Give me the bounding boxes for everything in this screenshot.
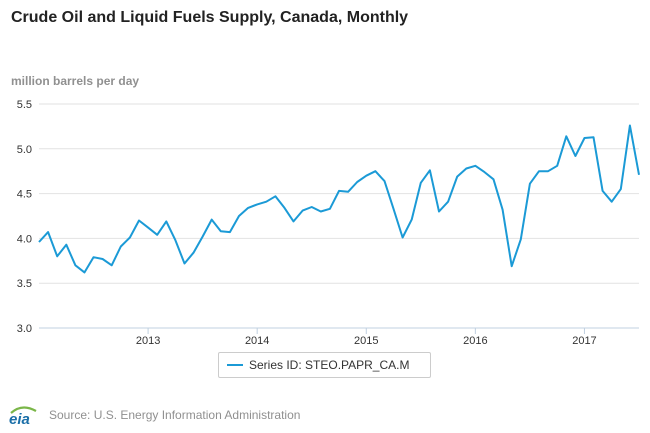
y-tick-label: 4.5 xyxy=(17,189,32,201)
y-tick-label: 5.5 xyxy=(17,99,32,111)
x-tick-labels: 2013 2014 2015 2016 2017 xyxy=(136,328,597,347)
y-tick-label: 3.0 xyxy=(17,323,32,335)
x-tick-label: 2017 xyxy=(572,335,596,347)
series-line[interactable] xyxy=(38,124,640,274)
source-text: Source: U.S. Energy Information Administ… xyxy=(49,408,301,422)
legend[interactable]: Series ID: STEO.PAPR_CA.M xyxy=(218,352,431,378)
y-tick-labels: 3.0 3.5 4.0 4.5 5.0 5.5 xyxy=(17,99,32,335)
footer: eia Source: U.S. Energy Information Admi… xyxy=(8,405,300,425)
x-tick-label: 2016 xyxy=(463,335,487,347)
svg-text:eia: eia xyxy=(9,411,30,425)
y-tick-label: 4.0 xyxy=(17,233,32,245)
x-tick-label: 2014 xyxy=(245,335,269,347)
y-tick-label: 3.5 xyxy=(17,278,32,290)
y-axis-label: million barrels per day xyxy=(11,74,139,88)
eia-logo: eia xyxy=(9,406,37,425)
x-tick-label: 2015 xyxy=(354,335,378,347)
x-tick-label: 2013 xyxy=(136,335,160,347)
y-tick-label: 5.0 xyxy=(17,144,32,156)
legend-swatch xyxy=(227,364,243,366)
grid-lines xyxy=(39,103,639,329)
chart-title: Crude Oil and Liquid Fuels Supply, Canad… xyxy=(11,9,409,26)
legend-label: Series ID: STEO.PAPR_CA.M xyxy=(249,358,410,372)
